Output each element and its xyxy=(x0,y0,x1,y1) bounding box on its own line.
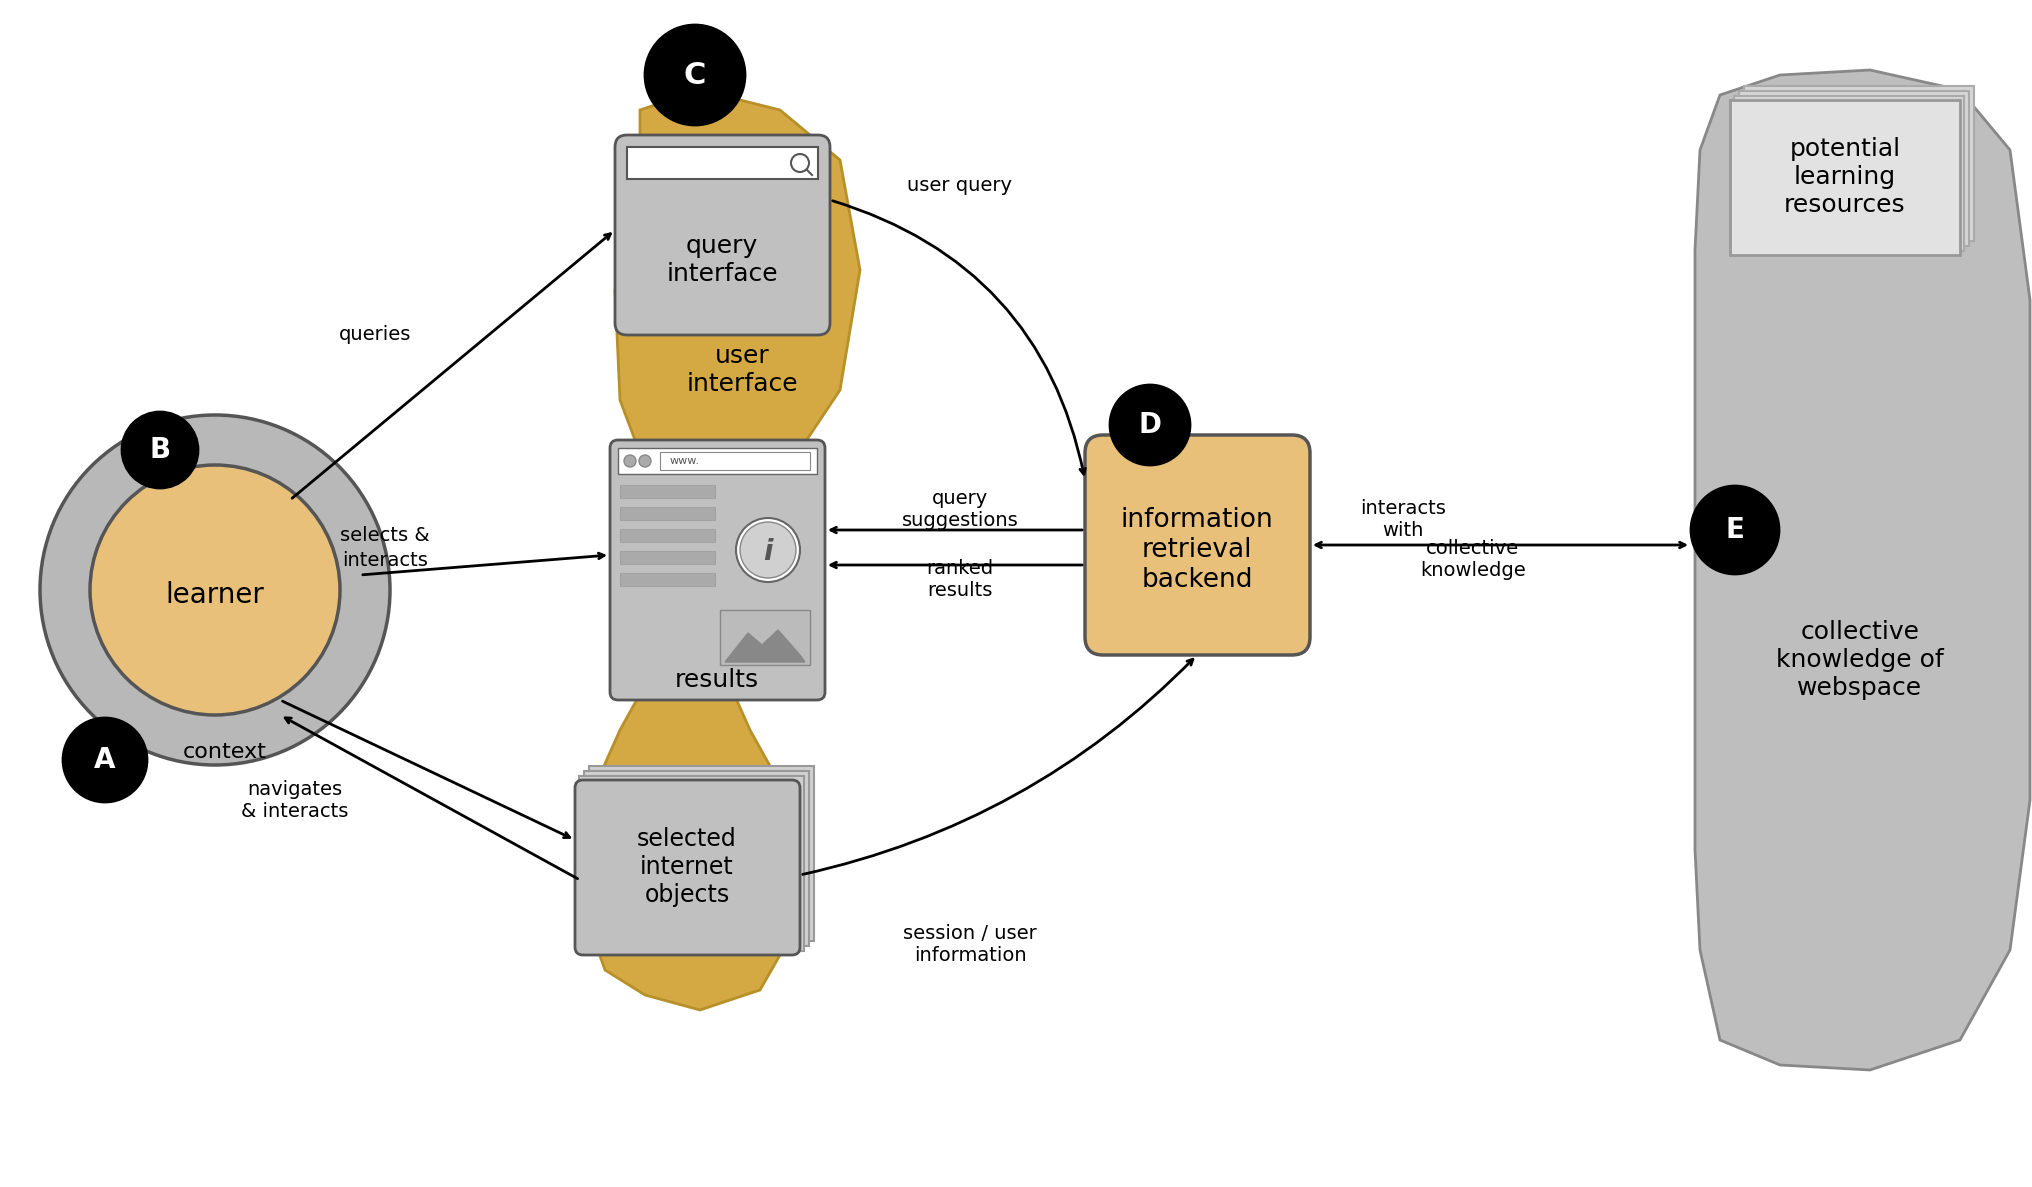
Text: i: i xyxy=(762,538,772,566)
Text: A: A xyxy=(93,745,116,774)
Circle shape xyxy=(638,455,650,466)
FancyBboxPatch shape xyxy=(610,440,825,700)
Circle shape xyxy=(89,465,339,715)
Text: potential
learning
resources: potential learning resources xyxy=(1784,138,1904,217)
Polygon shape xyxy=(1695,70,2030,1069)
Text: information
retrieval
backend: information retrieval backend xyxy=(1120,507,1272,594)
Text: selected
internet
objects: selected internet objects xyxy=(636,827,736,907)
Circle shape xyxy=(1109,385,1189,465)
FancyBboxPatch shape xyxy=(575,780,801,956)
Circle shape xyxy=(63,718,146,802)
Bar xyxy=(579,776,803,951)
Bar xyxy=(620,529,715,542)
Bar xyxy=(719,610,809,665)
Circle shape xyxy=(644,25,744,125)
Bar xyxy=(583,772,809,946)
Circle shape xyxy=(122,412,197,488)
Bar xyxy=(1733,96,1963,250)
Text: context: context xyxy=(183,742,266,762)
Bar xyxy=(620,507,715,520)
Circle shape xyxy=(41,415,390,764)
Text: E: E xyxy=(1725,516,1743,544)
Bar xyxy=(1729,100,1959,255)
Polygon shape xyxy=(579,90,860,1010)
Circle shape xyxy=(1691,485,1778,575)
Text: query
interface: query interface xyxy=(666,234,778,286)
Bar xyxy=(620,573,715,586)
Text: session / user
information: session / user information xyxy=(902,925,1036,965)
Text: learner: learner xyxy=(165,580,264,609)
Bar xyxy=(626,147,817,179)
Bar xyxy=(620,485,715,499)
Text: selects &: selects & xyxy=(339,526,429,545)
Circle shape xyxy=(736,518,801,582)
Text: interacts: interacts xyxy=(341,551,427,570)
Text: & interacts: & interacts xyxy=(242,802,350,821)
Text: query
suggestions: query suggestions xyxy=(900,489,1018,531)
Bar xyxy=(620,551,715,564)
Text: user query: user query xyxy=(906,176,1012,195)
Text: collective
knowledge of
webspace: collective knowledge of webspace xyxy=(1776,620,1943,700)
Text: ranked
results: ranked results xyxy=(927,559,994,601)
Circle shape xyxy=(624,455,636,466)
Text: user
interface: user interface xyxy=(687,344,797,396)
Text: D: D xyxy=(1138,411,1160,439)
FancyBboxPatch shape xyxy=(1085,434,1309,655)
Text: queries: queries xyxy=(339,325,410,344)
Text: collective
knowledge: collective knowledge xyxy=(1418,540,1524,580)
Bar xyxy=(660,452,809,470)
Text: C: C xyxy=(683,61,705,89)
Text: navigates: navigates xyxy=(248,781,343,800)
Bar xyxy=(618,447,817,474)
Bar xyxy=(589,766,813,941)
Text: B: B xyxy=(150,436,171,464)
Bar xyxy=(1743,85,1973,241)
Polygon shape xyxy=(725,630,805,662)
Text: results: results xyxy=(675,668,758,692)
FancyBboxPatch shape xyxy=(616,135,829,335)
Circle shape xyxy=(790,154,809,172)
Circle shape xyxy=(740,522,797,578)
Bar xyxy=(1737,91,1969,246)
Text: www.: www. xyxy=(671,456,699,466)
Text: interacts
with: interacts with xyxy=(1359,500,1445,540)
